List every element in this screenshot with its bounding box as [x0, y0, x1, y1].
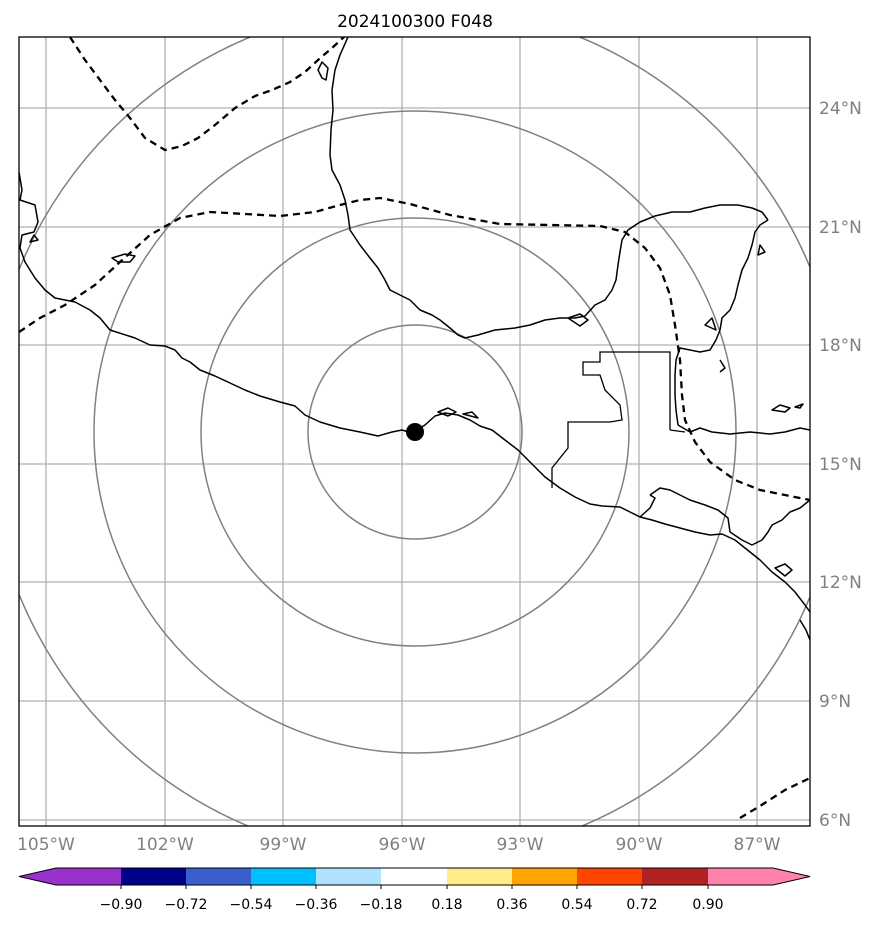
colorbar-bin	[642, 868, 708, 885]
colorbar-bin	[251, 868, 316, 885]
colorbar-tick-label: 0.36	[496, 897, 527, 913]
colorbar-tick-label: 0.72	[626, 897, 657, 913]
range-ring-3	[93, 110, 737, 754]
colorbar-tick-label: −0.90	[100, 897, 143, 913]
colorbar-extend-high	[708, 868, 810, 885]
lon-label: 93°W	[497, 835, 544, 855]
lon-label: 99°W	[260, 835, 307, 855]
colorbar-bin	[381, 868, 447, 885]
borders	[551, 351, 686, 488]
coast-fragment-e	[719, 359, 726, 373]
colorbar-bin	[316, 868, 381, 885]
contour-south	[739, 776, 810, 819]
range-ring-1	[307, 324, 523, 540]
gulf-coastline	[329, 37, 769, 339]
map-title: 2024100300 F048	[337, 12, 493, 32]
lon-label: 105°W	[17, 835, 75, 855]
colorbar-bin	[577, 868, 642, 885]
island-4	[774, 563, 793, 577]
lat-label-group: 24°N 21°N 18°N 15°N 12°N 9°N 6°N	[819, 99, 862, 831]
coast-fragment-se	[799, 619, 810, 641]
contour-north	[69, 37, 345, 152]
lat-label: 21°N	[819, 218, 862, 238]
gulf-fragment	[567, 313, 589, 327]
colorbar-tick-label: −0.72	[165, 897, 208, 913]
colorbar-bin	[512, 868, 577, 885]
lon-label: 87°W	[734, 835, 781, 855]
island-west	[29, 234, 39, 243]
island-2	[771, 404, 791, 413]
lat-label: 9°N	[819, 692, 851, 712]
colorbar-tick-label: −0.54	[230, 897, 273, 913]
lat-label: 6°N	[819, 811, 851, 831]
colorbar-tick-label: −0.18	[360, 897, 403, 913]
island-5	[437, 407, 457, 417]
colorbar-tick-labels: −0.90 −0.72 −0.54 −0.36 −0.18 0.18 0.36 …	[100, 897, 724, 913]
colorbar-bin	[186, 868, 251, 885]
guatemala-border	[551, 351, 671, 488]
island-1	[111, 253, 136, 263]
contours	[19, 37, 810, 819]
lon-label: 96°W	[379, 835, 426, 855]
coastlines	[19, 37, 810, 641]
range-rings	[19, 37, 810, 826]
map-area	[19, 37, 810, 826]
colorbar-tick-label: 0.18	[431, 897, 462, 913]
honduras-south	[639, 494, 656, 518]
contour-central	[19, 196, 810, 502]
lat-label: 12°N	[819, 573, 862, 593]
colorbar-tick-label: 0.90	[692, 897, 723, 913]
caribbean-isle	[704, 317, 717, 331]
lat-label: 24°N	[819, 99, 862, 119]
range-ring-2	[200, 217, 630, 647]
colorbar	[18, 867, 811, 889]
yucatan-east-coastline	[674, 219, 769, 426]
lon-label-group: 105°W 102°W 99°W 96°W 93°W 90°W 87°W	[17, 835, 781, 855]
baja-peninsula	[317, 61, 329, 81]
honduras-coast	[729, 499, 810, 546]
island-6	[462, 411, 479, 419]
map-frame	[18, 36, 811, 827]
colorbar-bin	[121, 868, 186, 885]
belize-coast	[649, 487, 731, 533]
colorbar-outline	[18, 867, 811, 886]
colorbar-tick-label: −0.36	[295, 897, 338, 913]
pacific-coastline	[19, 171, 810, 613]
lat-label: 18°N	[819, 336, 862, 356]
caribbean-coastline	[677, 424, 810, 435]
lat-label: 15°N	[819, 455, 862, 475]
small-isle-a	[757, 244, 766, 256]
graticule	[19, 37, 810, 826]
colorbar-extend-low	[19, 868, 121, 885]
lon-label: 102°W	[136, 835, 194, 855]
lon-label: 90°W	[616, 835, 663, 855]
colorbar-bin	[447, 868, 512, 885]
colorbar-tick-label: 0.54	[561, 897, 592, 913]
island-3	[794, 403, 804, 409]
storm-center-marker	[406, 423, 424, 441]
belize-guatemala-border	[669, 429, 686, 433]
